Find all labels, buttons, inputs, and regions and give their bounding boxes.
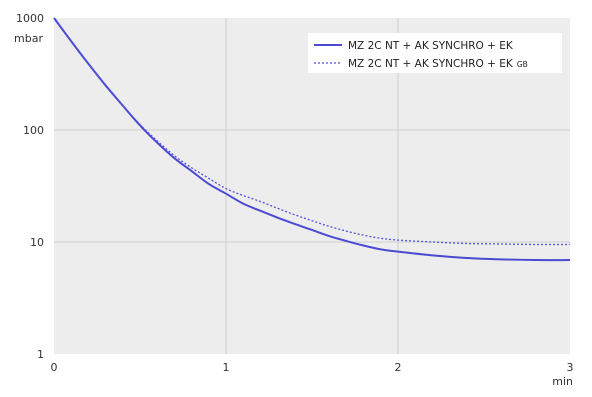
- y-tick-label: 1000: [16, 12, 44, 25]
- legend-box: [308, 33, 562, 73]
- legend-label-dashed: MZ 2C NT + AK SYNCHRO + EK GB: [348, 58, 528, 70]
- legend-label-dashed-sub: GB: [517, 60, 528, 69]
- plot-area: [54, 18, 570, 354]
- legend-label-solid: MZ 2C NT + AK SYNCHRO + EK: [348, 40, 514, 52]
- series-line-dashed: [53, 17, 571, 246]
- x-tick-label: 2: [395, 361, 402, 374]
- x-tick-label: 0: [51, 361, 58, 374]
- y-axis-unit: mbar: [14, 32, 43, 45]
- x-tick-label: 1: [223, 361, 230, 374]
- series-group: [53, 17, 571, 262]
- y-tick-label: 100: [23, 124, 44, 137]
- x-axis-unit: min: [552, 375, 573, 388]
- y-tick-label: 10: [30, 236, 44, 249]
- x-tick-label: 3: [567, 361, 574, 374]
- legend-label-dashed-main: MZ 2C NT + AK SYNCHRO + EK: [348, 58, 514, 70]
- y-tick-label: 1: [37, 348, 44, 361]
- legend: MZ 2C NT + AK SYNCHRO + EK MZ 2C NT + AK…: [308, 33, 562, 73]
- grid: [54, 18, 570, 354]
